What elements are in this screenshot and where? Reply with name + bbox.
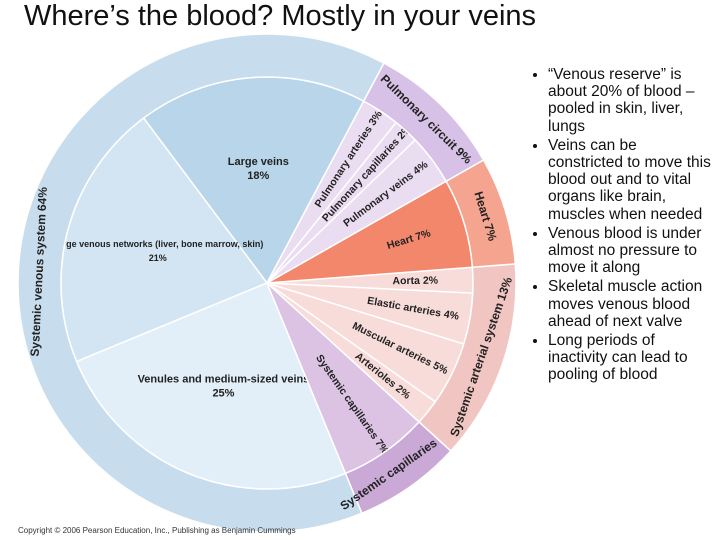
copyright: Copyright © 2006 Pearson Education, Inc.… xyxy=(18,526,296,535)
slice-category: Venules and medium-sized veins xyxy=(138,374,310,386)
slice-category: Aorta xyxy=(392,275,420,287)
slice-value: 18% xyxy=(247,170,269,182)
slice-category: Systemic venous system xyxy=(28,214,49,357)
slice-label: Large veins 18% xyxy=(228,156,289,182)
bullet: Veins can be constricted to move this bl… xyxy=(548,137,712,223)
slice-value: 21% xyxy=(149,253,167,263)
slice-value: 25% xyxy=(212,388,234,400)
slice-category: Large veins xyxy=(228,156,289,168)
bullet: “Venous reserve” is about 20% of blood –… xyxy=(548,66,712,135)
slice-value: 2% xyxy=(423,274,439,286)
pie-slice xyxy=(17,33,385,533)
slice-label: Aorta 2% xyxy=(392,274,438,287)
slice-label: Systemic venous system 64% xyxy=(28,186,50,357)
bullet: Venous blood is under almost no pressure… xyxy=(548,225,712,277)
slice-category: Large venous networks (liver, bone marro… xyxy=(52,239,263,249)
bullet: Skeletal muscle action moves venous bloo… xyxy=(548,278,712,330)
slice-label: Venules and medium-sized veins 25% xyxy=(138,374,310,400)
pie-slice xyxy=(362,62,485,183)
slice-value: 7% xyxy=(481,222,500,243)
bullet: Long periods of inactivity can lead to p… xyxy=(548,332,712,384)
bullet-list: “Venous reserve” is about 20% of blood –… xyxy=(522,66,712,386)
slice-value: 64% xyxy=(35,186,50,211)
chart: Large veins 18% Large venous networks (liv… xyxy=(17,33,517,533)
slice-label: Large venous networks (liver, bone marro… xyxy=(52,239,263,263)
slice-value: 7% xyxy=(414,227,433,243)
slide-title: Where’s the blood? Mostly in your veins xyxy=(23,0,537,32)
slice-value: 4% xyxy=(443,308,461,323)
